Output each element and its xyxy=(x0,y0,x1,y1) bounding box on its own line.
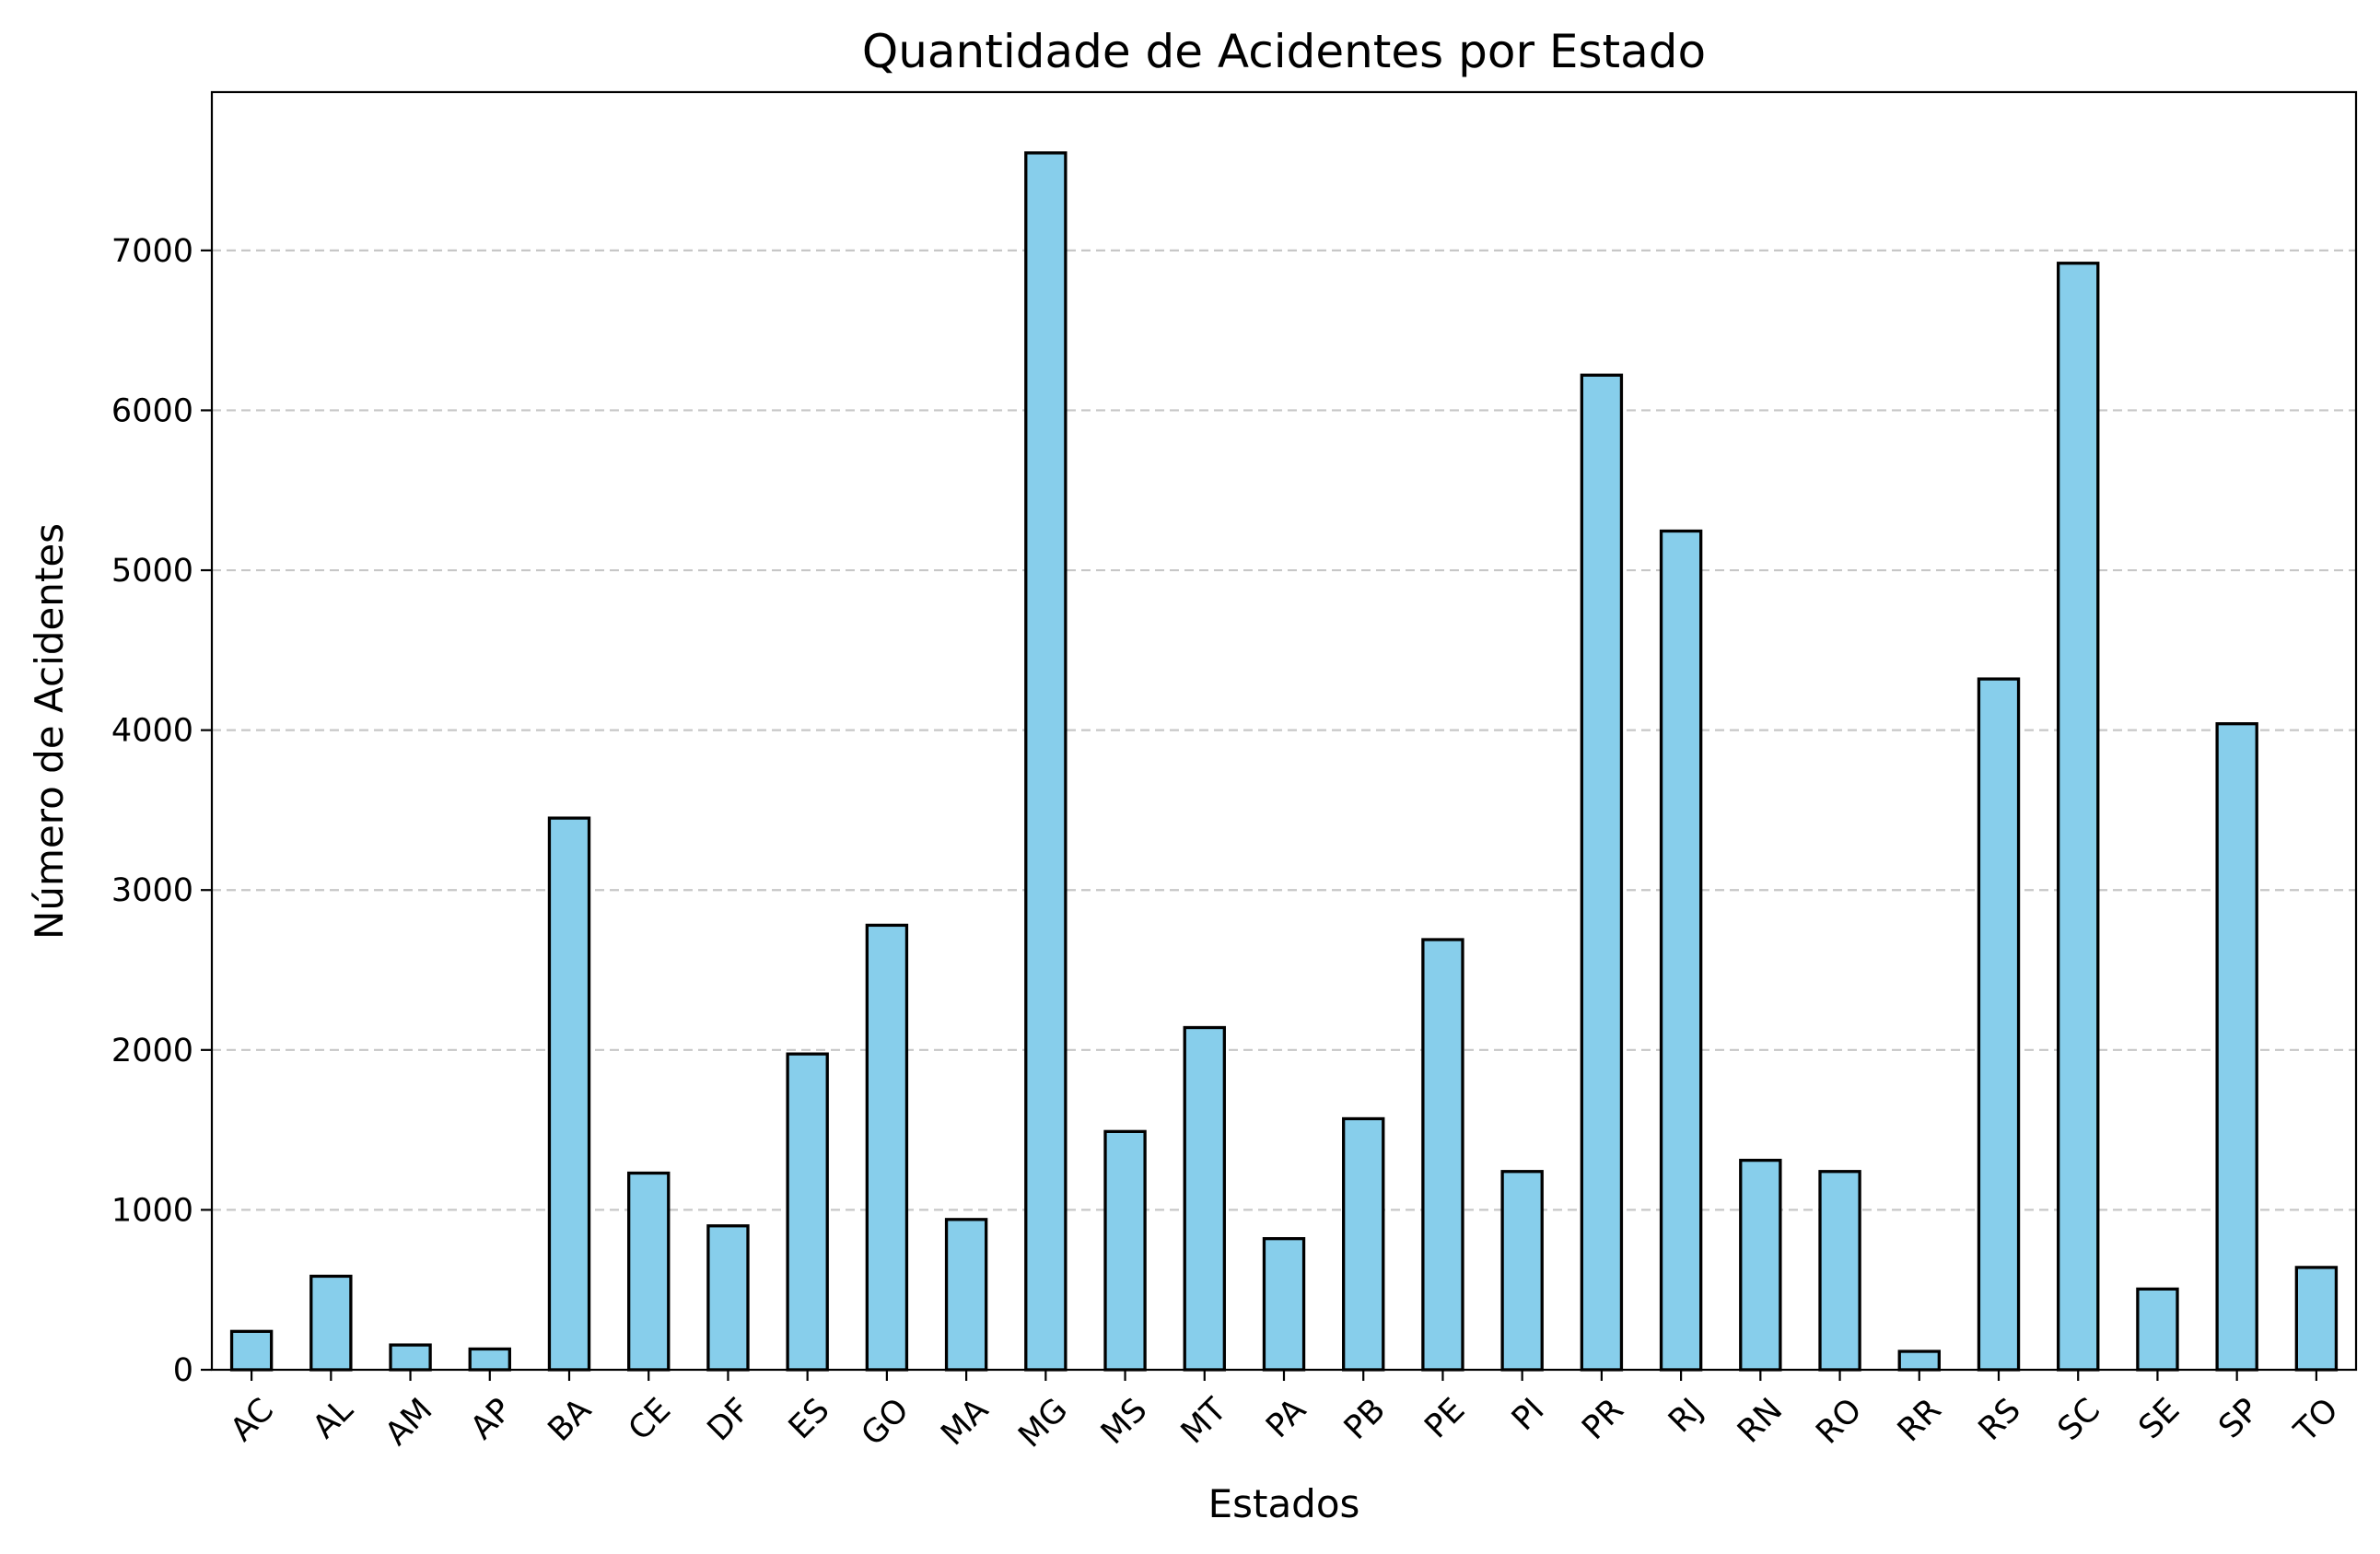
bar-pe xyxy=(1421,938,1464,1372)
x-axis-label: Estados xyxy=(1208,1481,1360,1526)
x-tick-label-df: DF xyxy=(701,1392,758,1449)
x-tick-label-pe: PE xyxy=(1418,1392,1472,1446)
x-tick-label-ro: RO xyxy=(1809,1392,1869,1452)
x-tick-label-mg: MG xyxy=(1011,1392,1075,1455)
x-axis: AC AL AM AP BA CE DF ES GO MA MG MS MT PA PB PE PI PR RJ RN… xyxy=(224,1370,2346,1455)
x-tick-label-pr: PR xyxy=(1575,1392,1630,1447)
y-tick-label: 7000 xyxy=(111,233,193,270)
bar-pb xyxy=(1342,1116,1385,1372)
bar-es xyxy=(786,1052,829,1372)
bar-go xyxy=(865,923,909,1372)
x-tick-label-se: SE xyxy=(2132,1392,2188,1447)
y-tick-label: 4000 xyxy=(111,713,193,750)
bar-pa xyxy=(1262,1237,1306,1372)
x-tick-label-pi: PI xyxy=(1505,1392,1552,1439)
x-tick-label-ms: MS xyxy=(1094,1392,1154,1452)
y-tick-label: 5000 xyxy=(111,553,193,590)
bar-rn xyxy=(1739,1158,1782,1372)
bar-am xyxy=(389,1343,432,1372)
x-tick-label-rn: RN xyxy=(1731,1392,1790,1451)
bar-ce xyxy=(627,1171,671,1372)
y-tick-label: 3000 xyxy=(111,872,193,909)
x-tick-label-es: ES xyxy=(782,1392,837,1447)
x-tick-label-ba: BA xyxy=(542,1392,599,1449)
bar-pr xyxy=(1580,373,1624,1372)
x-tick-label-sp: SP xyxy=(2212,1392,2267,1446)
bar-to xyxy=(2294,1266,2339,1372)
x-tick-label-sc: SC xyxy=(2051,1392,2107,1448)
x-tick-label-go: GO xyxy=(855,1392,916,1454)
y-tick-label: 2000 xyxy=(111,1033,193,1069)
bar-rs xyxy=(1977,677,2021,1372)
x-tick-label-ap: AP xyxy=(464,1392,519,1447)
bar-sc xyxy=(2057,262,2100,1372)
chart-title: Quantidade de Acidentes por Estado xyxy=(862,25,1706,78)
bar-pi xyxy=(1500,1170,1544,1372)
bar-se xyxy=(2136,1287,2179,1372)
bar-ma xyxy=(944,1218,988,1372)
bar-ap xyxy=(468,1347,511,1372)
x-tick-label-pa: PA xyxy=(1259,1392,1313,1446)
y-tick-label: 6000 xyxy=(111,392,193,429)
x-tick-label-am: AM xyxy=(379,1392,440,1454)
bar-ac xyxy=(229,1329,274,1372)
bar-sp xyxy=(2215,722,2258,1372)
bar-rr xyxy=(1897,1350,1941,1372)
bar-df xyxy=(706,1224,750,1372)
y-tick-label: 0 xyxy=(173,1352,193,1389)
bars xyxy=(229,151,2339,1372)
x-tick-label-ce: CE xyxy=(622,1392,678,1448)
bar-mt xyxy=(1183,1025,1226,1372)
bar-ms xyxy=(1103,1129,1147,1372)
x-tick-label-rj: RJ xyxy=(1662,1392,1710,1441)
grid-lines xyxy=(212,249,2356,1211)
x-tick-label-rr: RR xyxy=(1891,1392,1949,1450)
x-tick-label-al: AL xyxy=(306,1391,360,1445)
y-tick-label: 1000 xyxy=(111,1192,193,1229)
x-tick-label-to: TO xyxy=(2287,1392,2346,1451)
x-tick-label-rs: RS xyxy=(1972,1392,2028,1448)
x-tick-label-mt: MT xyxy=(1174,1391,1234,1451)
y-axis-label: Número de Acidentes xyxy=(27,523,72,940)
x-tick-label-ma: MA xyxy=(934,1392,996,1454)
plot-frame xyxy=(210,90,2358,1372)
bar-ro xyxy=(1818,1170,1861,1372)
bar-mg xyxy=(1024,151,1068,1372)
y-axis: 0 1000 2000 3000 4000 5000 6000 7000 xyxy=(111,233,212,1389)
bar-rj xyxy=(1659,529,1703,1372)
bar-ba xyxy=(547,816,591,1372)
bar-al xyxy=(309,1274,353,1372)
x-tick-label-ac: AC xyxy=(224,1392,281,1449)
x-tick-label-pb: PB xyxy=(1337,1392,1393,1447)
